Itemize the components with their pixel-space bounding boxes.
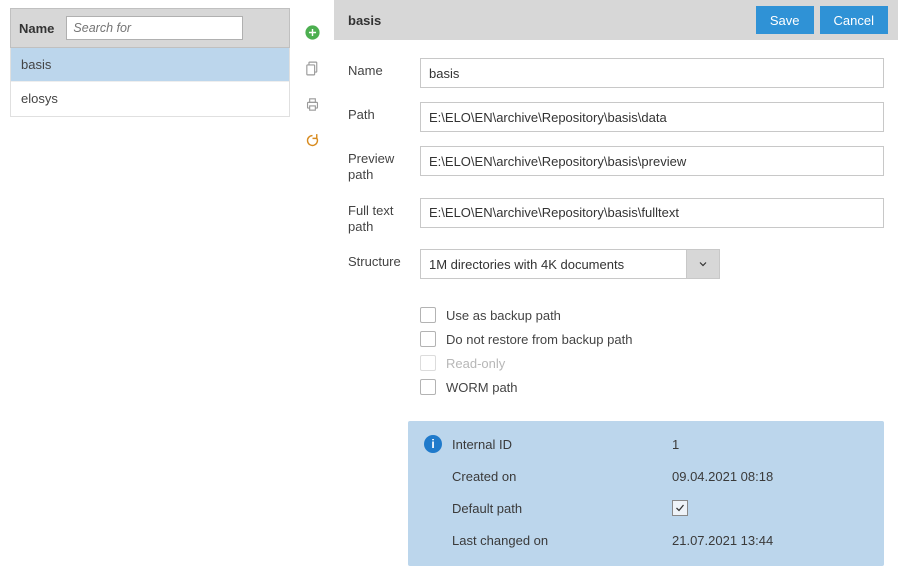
checkbox-checked-icon	[672, 500, 688, 516]
checkbox-icon	[420, 331, 436, 347]
field-row-structure: Structure 1M directories with 4K documen…	[348, 249, 884, 279]
name-input[interactable]	[420, 58, 884, 88]
detail-title: basis	[348, 13, 750, 28]
print-button[interactable]	[302, 94, 322, 114]
internal-id-value: 1	[672, 437, 868, 452]
detail-header: basis Save Cancel	[334, 0, 898, 40]
add-button[interactable]	[302, 22, 322, 42]
fulltext-path-label: Full text path	[348, 198, 420, 236]
copy-button[interactable]	[302, 58, 322, 78]
structure-select-value: 1M directories with 4K documents	[420, 249, 686, 279]
default-path-value	[672, 500, 868, 517]
list-body: basis elosys	[10, 48, 290, 117]
field-row-preview: Preview path	[348, 146, 884, 184]
field-row-path: Path	[348, 102, 884, 132]
default-path-label: Default path	[452, 501, 672, 516]
field-row-name: Name	[348, 58, 884, 88]
list-row[interactable]: elosys	[11, 82, 289, 116]
no-restore-label: Do not restore from backup path	[446, 332, 632, 347]
internal-id-label: Internal ID	[452, 437, 672, 452]
structure-label: Structure	[348, 249, 420, 270]
copy-icon	[304, 60, 321, 77]
path-label: Path	[348, 102, 420, 123]
preview-path-label: Preview path	[348, 146, 420, 184]
worm-checkbox-row[interactable]: WORM path	[420, 379, 884, 395]
options-group: Use as backup path Do not restore from b…	[348, 307, 884, 395]
created-on-value: 09.04.2021 08:18	[672, 469, 868, 484]
info-icon: i	[424, 435, 442, 453]
name-label: Name	[348, 58, 420, 79]
fulltext-path-input[interactable]	[420, 198, 884, 228]
last-changed-label: Last changed on	[452, 533, 672, 548]
refresh-icon	[304, 132, 321, 149]
plus-circle-icon	[304, 24, 321, 41]
created-on-label: Created on	[452, 469, 672, 484]
readonly-checkbox-row: Read-only	[420, 355, 884, 371]
backup-path-label: Use as backup path	[446, 308, 561, 323]
repository-list-panel: Name basis elosys	[0, 0, 290, 575]
list-header: Name	[10, 8, 290, 48]
structure-select[interactable]: 1M directories with 4K documents	[420, 249, 720, 279]
list-row[interactable]: basis	[11, 48, 289, 82]
refresh-button[interactable]	[302, 130, 322, 150]
last-changed-value: 21.07.2021 13:44	[672, 533, 868, 548]
list-column-name: Name	[19, 21, 54, 36]
action-toolbar	[290, 0, 334, 575]
search-input[interactable]	[66, 16, 243, 40]
chevron-down-icon	[697, 258, 709, 270]
no-restore-checkbox-row[interactable]: Do not restore from backup path	[420, 331, 884, 347]
readonly-label: Read-only	[446, 356, 505, 371]
detail-panel: basis Save Cancel Name Path Preview path…	[334, 0, 898, 575]
checkbox-icon	[420, 307, 436, 323]
backup-path-checkbox-row[interactable]: Use as backup path	[420, 307, 884, 323]
save-button[interactable]: Save	[756, 6, 814, 34]
cancel-button[interactable]: Cancel	[820, 6, 888, 34]
worm-label: WORM path	[446, 380, 518, 395]
structure-select-toggle[interactable]	[686, 249, 720, 279]
detail-body: Name Path Preview path Full text path St…	[334, 40, 898, 566]
path-input[interactable]	[420, 102, 884, 132]
preview-path-input[interactable]	[420, 146, 884, 176]
checkbox-icon	[420, 355, 436, 371]
checkbox-icon	[420, 379, 436, 395]
field-row-fulltext: Full text path	[348, 198, 884, 236]
printer-icon	[304, 96, 321, 113]
info-block: i Internal ID 1 Created on 09.04.2021 08…	[408, 421, 884, 566]
